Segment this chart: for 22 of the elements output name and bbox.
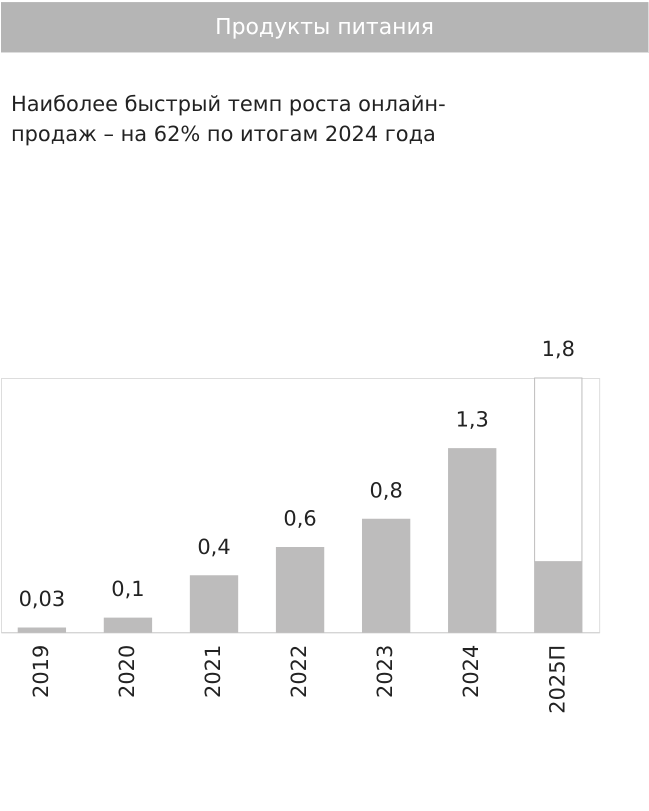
data-label: 0,03 [18, 587, 66, 612]
x-tick-label: 2022 [287, 644, 312, 698]
bar [190, 575, 238, 633]
chart-subtitle: Наиболее быстрый темп роста онлайн-продаж – на 62% по итогам 2024 года [10, 92, 446, 146]
data-label: 0,1 [111, 577, 145, 602]
x-tick-label: 2021 [200, 644, 225, 698]
x-tick-label: 2019 [28, 644, 53, 698]
data-label: 0,6 [283, 506, 317, 531]
x-tick-label: 2023 [373, 644, 398, 698]
x-tick-label: 2020 [114, 644, 139, 698]
bar [18, 628, 66, 633]
data-label: 0,4 [197, 534, 231, 559]
bar [448, 448, 496, 633]
x-tick-label: 2024 [459, 644, 484, 698]
total-label: 1,8 [542, 337, 575, 362]
bar [276, 547, 324, 633]
x-tick-label: 2025П [545, 644, 570, 714]
chart-title: Продукты питания [215, 15, 434, 40]
data-label: 1,3 [456, 408, 489, 432]
bar [104, 618, 152, 633]
data-label: 0,8 [370, 478, 403, 502]
bar [362, 518, 410, 633]
